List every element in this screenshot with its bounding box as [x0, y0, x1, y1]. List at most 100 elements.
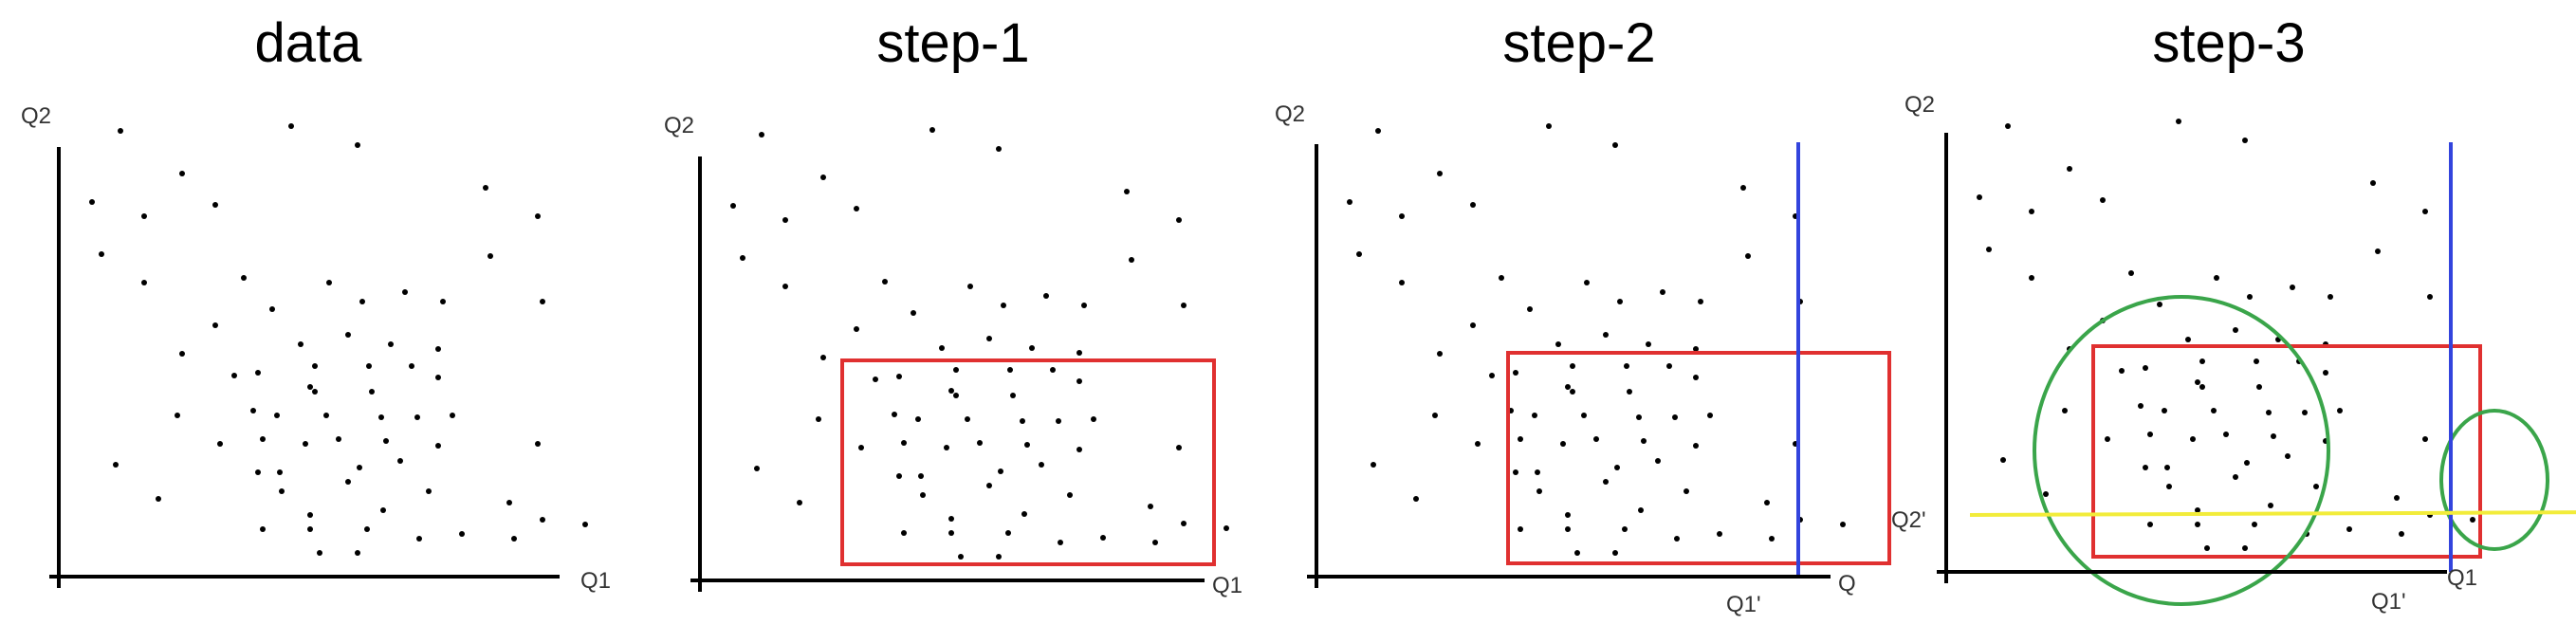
data-point [141, 213, 147, 219]
data-point [1181, 303, 1187, 308]
data-point [996, 146, 1002, 152]
data-points [1977, 119, 2475, 551]
data-point [89, 199, 95, 205]
q1-prime-label: Q1' [2371, 589, 2406, 615]
data-point [402, 289, 408, 295]
data-point [896, 473, 902, 479]
data-point [998, 468, 1003, 474]
data-point [1536, 488, 1542, 494]
data-point [1717, 531, 1722, 537]
data-point [1076, 378, 1082, 384]
data-point [2214, 275, 2219, 281]
data-point [1470, 202, 1476, 208]
data-point [217, 441, 223, 447]
data-point [345, 479, 351, 485]
data-point [1740, 185, 1746, 191]
data-point [274, 413, 280, 418]
panel-step-1: step-1 Q2 Q1 [645, 0, 1261, 643]
data-point [948, 388, 954, 394]
data-point [2204, 545, 2210, 551]
data-point [1977, 194, 1982, 200]
data-point [2128, 270, 2134, 276]
data-point [2190, 436, 2196, 442]
data-point [255, 469, 261, 475]
data-point [820, 175, 826, 180]
data-point [2147, 522, 2153, 527]
data-point [2256, 384, 2262, 390]
data-point [2328, 294, 2333, 300]
data-point [118, 128, 123, 134]
data-point [915, 416, 921, 422]
data-point [1614, 465, 1620, 470]
data-point [797, 500, 802, 505]
data-point [307, 384, 313, 390]
data-point [212, 322, 218, 328]
data-point [1056, 418, 1061, 424]
data-point [2271, 433, 2276, 439]
data-point [1574, 550, 1580, 556]
data-point [307, 526, 313, 532]
data-point [179, 171, 185, 176]
data-point [307, 512, 313, 518]
panel-title: step-1 [876, 12, 1030, 74]
data-point [277, 469, 283, 475]
data-point [212, 202, 218, 208]
data-point [2147, 432, 2153, 437]
data-point [1021, 511, 1027, 517]
data-point [326, 280, 332, 285]
data-point [1129, 257, 1134, 263]
data-point [1050, 367, 1056, 373]
data-point [1565, 512, 1571, 518]
data-point [1684, 488, 1689, 494]
data-point [2244, 460, 2250, 466]
data-point [1029, 345, 1035, 351]
data-point [854, 326, 859, 332]
data-point [113, 462, 119, 468]
scatter-diagram: Q2 Q1 [21, 103, 611, 594]
data-point [355, 142, 360, 148]
panel-step-2: step-2 Q2 Q Q1' [1271, 0, 1891, 643]
data-point [2143, 465, 2148, 470]
data-point [540, 299, 545, 304]
data-point [1067, 492, 1073, 498]
selection-rectangle [840, 358, 1216, 566]
data-point [892, 412, 897, 417]
data-point [1413, 496, 1419, 502]
data-point [1840, 522, 1846, 527]
data-point [1076, 350, 1082, 356]
data-point [488, 253, 493, 259]
data-point [1624, 363, 1629, 369]
data-point [1674, 536, 1680, 542]
data-point [397, 458, 403, 464]
data-point [1593, 436, 1599, 442]
scatter-diagram: Q2 Q1 Q1' Q2' [1891, 92, 2576, 615]
data-point [1707, 413, 1713, 418]
data-point [1617, 299, 1623, 304]
data-point [260, 436, 266, 442]
data-point [1646, 341, 1651, 347]
data-point [1081, 303, 1087, 308]
data-point [1437, 171, 1443, 176]
data-point [1489, 373, 1495, 378]
data-point [364, 526, 370, 532]
data-point [359, 299, 365, 304]
data-point [2394, 495, 2400, 501]
data-point [1622, 526, 1628, 532]
data-point [355, 550, 360, 556]
data-point [2176, 119, 2181, 124]
data-point [1570, 363, 1575, 369]
data-point [450, 413, 455, 418]
data-point [1005, 530, 1011, 536]
data-point [435, 443, 441, 449]
data-point [312, 363, 318, 369]
data-point [854, 206, 859, 211]
data-point [2211, 408, 2217, 413]
data-point [260, 526, 266, 532]
data-point [2370, 180, 2376, 186]
data-point [1470, 322, 1476, 328]
data-point [1603, 332, 1609, 338]
data-point [2119, 368, 2125, 374]
data-point [2029, 275, 2034, 281]
data-point [1076, 447, 1082, 452]
data-point [977, 440, 983, 446]
